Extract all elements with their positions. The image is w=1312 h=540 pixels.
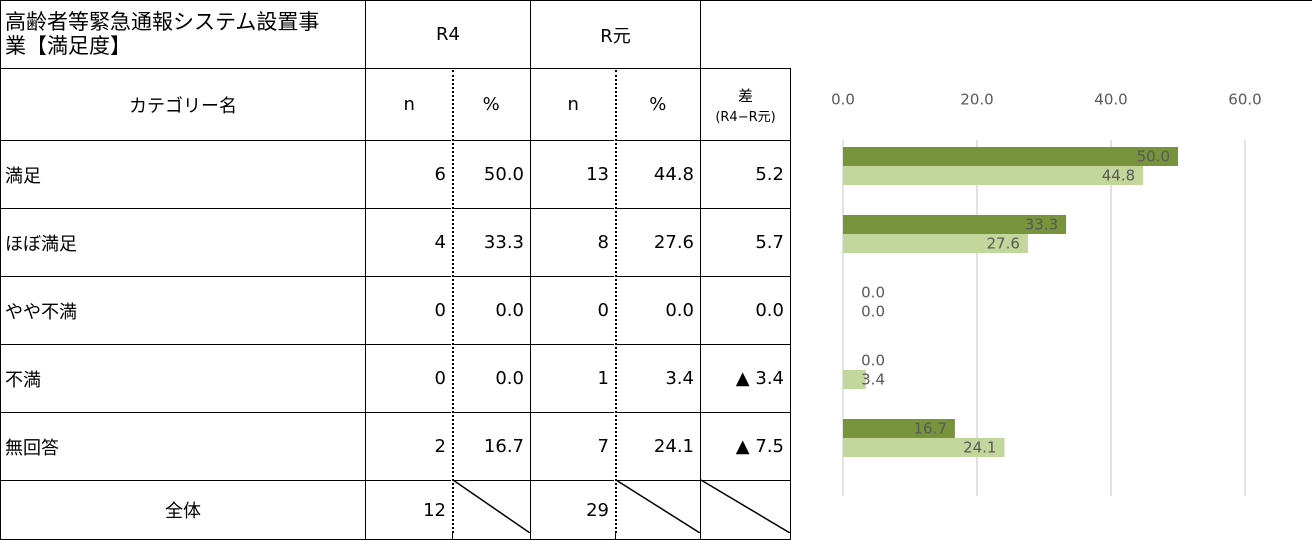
empty-cell bbox=[615, 480, 701, 540]
row-label: 満足 bbox=[0, 140, 366, 209]
x-tick-label: 20.0 bbox=[960, 91, 993, 109]
group-header: R4 bbox=[365, 0, 531, 69]
data-label: 27.6 bbox=[987, 235, 1020, 253]
cell: 7 bbox=[530, 412, 616, 481]
cell: 4 bbox=[365, 208, 453, 277]
empty-cell bbox=[700, 480, 791, 540]
chart: 0.0 20.0 40.0 60.050.044.833.327.60.00.00.0… bbox=[831, 91, 1262, 496]
bar bbox=[843, 234, 1028, 253]
col-header: n% bbox=[365, 68, 531, 141]
x-tick-label: 60.0 bbox=[1228, 91, 1261, 109]
cell: 33.3 bbox=[452, 208, 531, 277]
bar bbox=[843, 147, 1178, 166]
group-header: R元 bbox=[530, 0, 701, 69]
cell: 0.0 bbox=[452, 344, 531, 413]
dotted-divider bbox=[615, 70, 617, 533]
col-header: % bbox=[649, 94, 667, 115]
cell: 0 bbox=[365, 276, 453, 345]
cell: 0.0 bbox=[700, 276, 791, 345]
col-header: n bbox=[567, 94, 579, 115]
cell: 8 bbox=[530, 208, 616, 277]
cell: 5.7 bbox=[700, 208, 791, 277]
empty-cell bbox=[452, 480, 531, 540]
row-label: ほぼ満足 bbox=[0, 208, 366, 277]
cell: ▲ 3.4 bbox=[700, 344, 791, 413]
cell: 27.6 bbox=[615, 208, 701, 277]
row-label: 全体 bbox=[0, 480, 366, 540]
cell: ▲ 7.5 bbox=[700, 412, 791, 481]
data-label: 0.0 bbox=[861, 352, 885, 370]
cell: 13 bbox=[530, 140, 616, 209]
cell: 50.0 bbox=[452, 140, 531, 209]
cell: 6 bbox=[365, 140, 453, 209]
cell: 5.2 bbox=[700, 140, 791, 209]
data-label: 33.3 bbox=[1025, 216, 1058, 234]
data-label: 0.0 bbox=[861, 284, 885, 302]
bar bbox=[843, 419, 955, 438]
dotted-divider bbox=[452, 70, 454, 533]
data-label: 3.4 bbox=[861, 371, 885, 389]
col-header: % bbox=[482, 94, 500, 115]
row-label: 不満 bbox=[0, 344, 366, 413]
data-label: 0.0 bbox=[861, 303, 885, 321]
col-header: カテゴリー名 bbox=[0, 68, 366, 141]
bar bbox=[843, 215, 1067, 234]
data-label: 16.7 bbox=[913, 420, 946, 438]
col-header: n bbox=[403, 94, 415, 115]
cell: 24.1 bbox=[615, 412, 701, 481]
title-cell: 高齢者等緊急通報システム設置事業【満足度】 bbox=[0, 0, 366, 69]
cell: 0.0 bbox=[452, 276, 531, 345]
bar bbox=[843, 438, 1005, 457]
data-label: 24.1 bbox=[963, 439, 996, 457]
title: 高齢者等緊急通報システム設置事業【満足度】 bbox=[5, 10, 320, 58]
cell: 16.7 bbox=[452, 412, 531, 481]
diff-title: 差 bbox=[737, 86, 753, 105]
cell: 3.4 bbox=[615, 344, 701, 413]
cell: 2 bbox=[365, 412, 453, 481]
cell: 0.0 bbox=[615, 276, 701, 345]
cell: 1 bbox=[530, 344, 616, 413]
cell: 44.8 bbox=[615, 140, 701, 209]
cell: 29 bbox=[530, 480, 616, 540]
data-label: 50.0 bbox=[1137, 148, 1170, 166]
cell: 12 bbox=[365, 480, 453, 540]
cell: 0 bbox=[530, 276, 616, 345]
bar bbox=[843, 370, 866, 389]
cell: 0 bbox=[365, 344, 453, 413]
row-label: 無回答 bbox=[0, 412, 366, 481]
diff-sub: (R4−R元) bbox=[715, 109, 776, 125]
diff-header: 差 (R4−R元) bbox=[700, 68, 791, 141]
x-tick-label: 0.0 bbox=[831, 91, 855, 109]
data-label: 44.8 bbox=[1102, 167, 1135, 185]
bar bbox=[843, 166, 1144, 185]
row-label: やや不満 bbox=[0, 276, 366, 345]
x-tick-label: 40.0 bbox=[1094, 91, 1127, 109]
top-border bbox=[700, 0, 1312, 1]
